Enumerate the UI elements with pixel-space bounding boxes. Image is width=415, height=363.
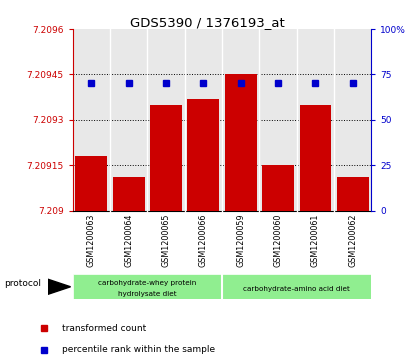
Text: GSM1200061: GSM1200061 <box>311 214 320 267</box>
Text: GSM1200063: GSM1200063 <box>87 214 96 267</box>
Text: GDS5390 / 1376193_at: GDS5390 / 1376193_at <box>130 16 285 29</box>
Text: GSM1200066: GSM1200066 <box>199 214 208 267</box>
Bar <box>225 74 256 211</box>
Bar <box>300 105 331 211</box>
Text: percentile rank within the sample: percentile rank within the sample <box>62 345 215 354</box>
Text: protocol: protocol <box>4 279 41 287</box>
Text: GSM1200060: GSM1200060 <box>273 214 283 267</box>
Text: carbohydrate-amino acid diet: carbohydrate-amino acid diet <box>243 286 350 292</box>
Polygon shape <box>48 279 71 294</box>
Text: GSM1200062: GSM1200062 <box>348 214 357 267</box>
Text: transformed count: transformed count <box>62 323 146 333</box>
FancyBboxPatch shape <box>222 274 371 299</box>
Text: carbohydrate-whey protein: carbohydrate-whey protein <box>98 280 196 286</box>
Text: GSM1200059: GSM1200059 <box>236 214 245 267</box>
Text: GSM1200065: GSM1200065 <box>161 214 171 267</box>
Bar <box>188 99 219 211</box>
Text: GSM1200064: GSM1200064 <box>124 214 133 267</box>
FancyBboxPatch shape <box>73 274 222 299</box>
Bar <box>337 177 369 211</box>
Bar <box>76 156 107 211</box>
Bar <box>150 105 182 211</box>
Bar <box>262 165 294 211</box>
Bar <box>113 177 144 211</box>
Text: hydrolysate diet: hydrolysate diet <box>118 291 177 297</box>
